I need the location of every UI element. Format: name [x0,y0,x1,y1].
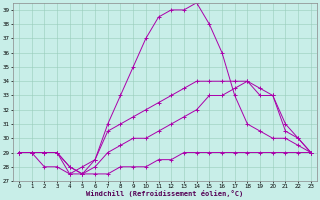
X-axis label: Windchill (Refroidissement éolien,°C): Windchill (Refroidissement éolien,°C) [86,190,244,197]
